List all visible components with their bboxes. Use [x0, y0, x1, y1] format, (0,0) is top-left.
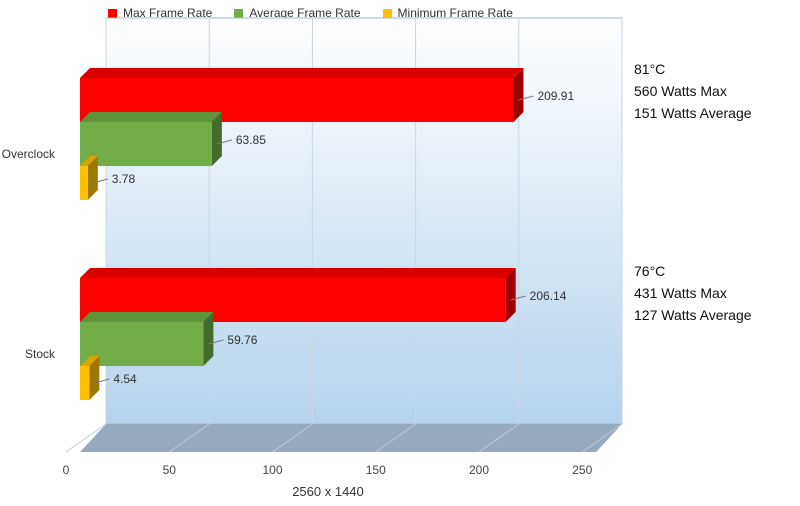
stock-note: 76°C 431 Watts Max 127 Watts Average — [634, 260, 752, 326]
bar-side-max — [505, 268, 516, 322]
data-label-leader — [216, 139, 232, 145]
data-label-minimum: 4.54 — [113, 372, 137, 386]
legend-label-max: Max Frame Rate — [123, 6, 213, 20]
x-tick-label: 0 — [63, 463, 70, 477]
legend-label-minimum: Minimum Frame Rate — [397, 6, 513, 20]
data-label-average: 59.76 — [227, 333, 257, 347]
x-axis-label: 2560 x 1440 — [292, 484, 364, 499]
data-label-leader — [208, 339, 224, 345]
legend-label-average: Average Frame Rate — [249, 6, 361, 20]
bar-average — [80, 122, 212, 166]
bar-side-average — [211, 112, 222, 166]
stock-temp: 76°C — [634, 263, 666, 279]
stock-watts-max: 431 Watts Max — [634, 285, 727, 301]
x-tick-label: 200 — [469, 463, 489, 477]
bar-top-max — [80, 268, 516, 278]
bar-side-average — [203, 312, 214, 366]
x-tick-label: 50 — [163, 463, 177, 477]
legend-swatch-max — [108, 8, 117, 18]
floor-gridline — [65, 423, 107, 453]
legend: Max Frame Rate Average Frame Rate Minimu… — [108, 6, 513, 20]
floor-gridline — [168, 423, 210, 453]
legend-item-minimum: Minimum Frame Rate — [382, 6, 513, 20]
overclock-watts-max: 560 Watts Max — [634, 83, 727, 99]
x-tick-label: 250 — [572, 463, 592, 477]
bar-side-minimum — [89, 356, 100, 400]
y-category-label: Overclock — [2, 147, 56, 161]
overclock-watts-avg: 151 Watts Average — [634, 105, 752, 121]
y-category-label: Stock — [25, 347, 56, 361]
bar-top-average — [80, 312, 214, 322]
stock-watts-avg: 127 Watts Average — [634, 307, 752, 323]
data-label-leader — [94, 378, 110, 384]
data-label-max: 209.91 — [537, 89, 574, 103]
data-label-minimum: 3.78 — [112, 172, 136, 186]
bar-top-minimum — [80, 156, 98, 166]
bar-top-average — [80, 112, 222, 122]
bar-side-minimum — [87, 156, 98, 200]
overclock-note: 81°C 560 Watts Max 151 Watts Average — [634, 58, 752, 124]
data-label-leader — [92, 178, 108, 184]
data-label-leader — [510, 295, 526, 301]
bar-minimum — [80, 366, 90, 400]
data-label-leader — [518, 95, 534, 101]
x-tick-label: 100 — [262, 463, 282, 477]
bar-average — [80, 322, 204, 366]
data-label-max: 206.14 — [530, 289, 567, 303]
x-tick-label: 150 — [366, 463, 386, 477]
legend-swatch-average — [234, 8, 244, 18]
overclock-temp: 81°C — [634, 61, 666, 77]
floor-gridline — [375, 423, 416, 453]
floor-gridline — [581, 423, 623, 453]
bar-side-max — [513, 68, 524, 122]
bar-minimum — [80, 166, 88, 200]
legend-swatch-minimum — [382, 8, 392, 18]
bar-top-max — [80, 68, 524, 78]
plot-floor — [80, 424, 622, 452]
data-label-average: 63.85 — [236, 133, 266, 147]
legend-item-max: Max Frame Rate — [108, 6, 212, 20]
bar-top-minimum — [80, 356, 100, 366]
floor-gridline — [272, 423, 313, 453]
floor-gridline — [478, 423, 520, 453]
legend-item-average: Average Frame Rate — [234, 6, 361, 20]
